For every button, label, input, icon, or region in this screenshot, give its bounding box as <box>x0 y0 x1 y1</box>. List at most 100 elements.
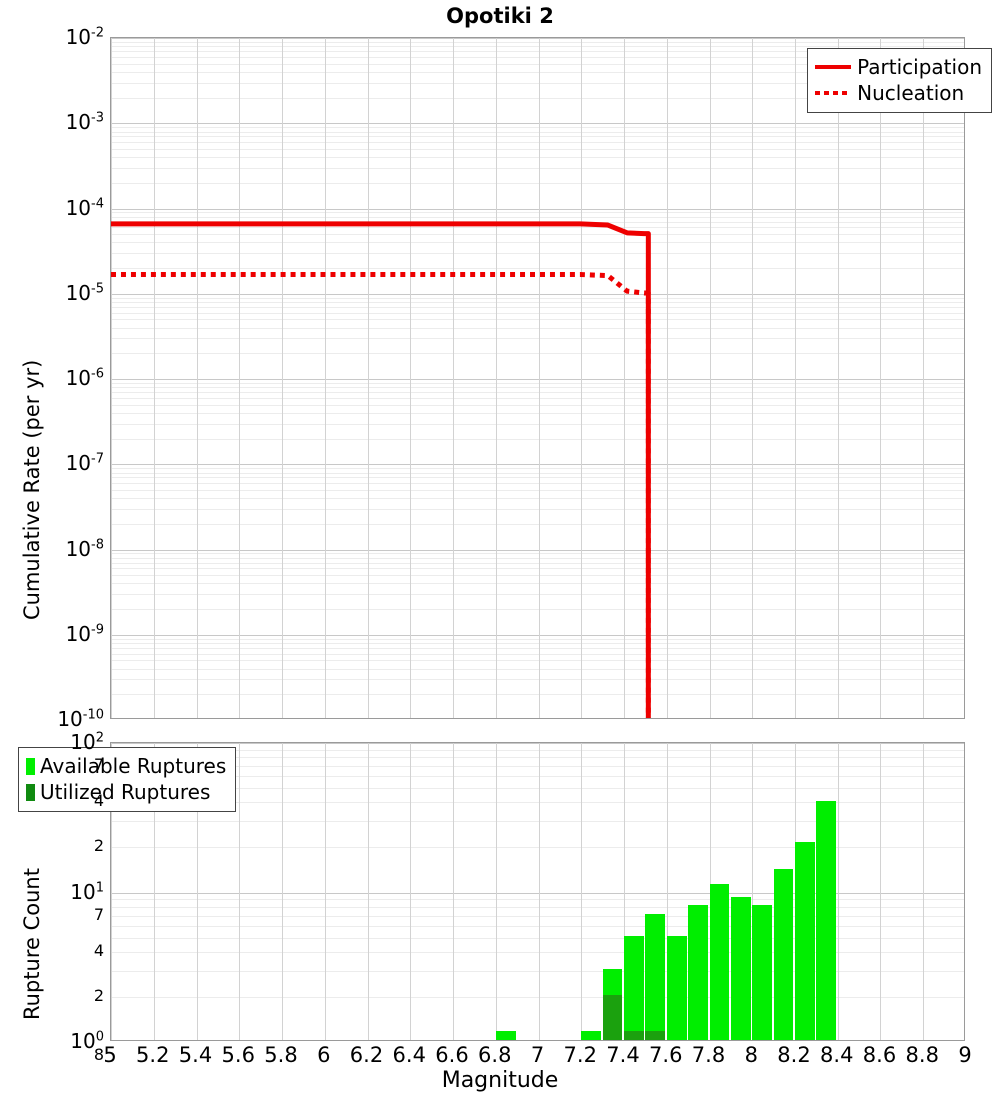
gridline-horizontal <box>111 302 964 303</box>
gridline-vertical <box>197 743 198 1040</box>
x-tick-label: 5.8 <box>264 1043 298 1067</box>
gridline-horizontal <box>111 558 964 559</box>
y-tick-label: 10-4 <box>65 195 104 220</box>
gridline-vertical <box>453 743 454 1040</box>
gridline-horizontal <box>111 42 964 43</box>
gridline-horizontal <box>111 168 964 169</box>
gridline-vertical <box>539 38 540 718</box>
x-tick-label: 7.8 <box>691 1043 726 1067</box>
gridline-horizontal <box>111 694 964 695</box>
y-tick-label: 10-10 <box>57 707 104 731</box>
y-tick-label: 10-2 <box>65 25 104 49</box>
gridline-horizontal <box>111 594 964 595</box>
y-tick-label: 102 <box>70 730 104 754</box>
legend-item[interactable]: Utilized Ruptures <box>26 779 226 805</box>
gridline-horizontal <box>111 553 964 554</box>
gridline-horizontal <box>111 64 964 65</box>
x-tick-label: 7.4 <box>606 1043 640 1067</box>
gridline-horizontal <box>111 490 964 491</box>
x-axis-ticks: 5 5.2 5.4 5.6 5.8 6 6.2 6.4 6.6 6.8 7 7.2 7.4 7.6 7.8 8… <box>0 1043 1000 1083</box>
bar-available <box>730 897 751 1040</box>
gridline-vertical <box>581 38 582 718</box>
y-tick-label: 2 <box>93 985 104 1005</box>
legend-item[interactable]: Available Ruptures <box>26 753 226 779</box>
gridline-horizontal <box>111 328 964 329</box>
y-tick-label: 101 <box>70 879 104 904</box>
bottom-y-ticks: 102 7 4 2 101 7 4 2 100 8 <box>0 730 104 1100</box>
gridline-horizontal <box>111 971 964 972</box>
gridline-horizontal <box>111 899 964 900</box>
gridline-horizontal <box>111 952 964 953</box>
y-tick-label: 4 <box>93 940 104 960</box>
y-tick-label: 10-6 <box>65 366 104 390</box>
gridline-horizontal <box>111 183 964 184</box>
gridline-horizontal <box>111 679 964 680</box>
gridline-horizontal <box>111 209 964 210</box>
gridline-horizontal <box>111 893 964 894</box>
legend-item[interactable]: Participation <box>815 54 982 80</box>
x-tick-label: 7.6 <box>649 1043 683 1067</box>
gridline-vertical <box>282 38 283 718</box>
legend-swatch-icon <box>26 757 35 775</box>
bar-available <box>795 842 815 1040</box>
gridline-vertical <box>111 38 112 718</box>
legend-item[interactable]: Nucleation <box>815 80 982 106</box>
gridline-vertical <box>410 38 411 718</box>
gridline-vertical <box>752 743 753 1040</box>
gridline-horizontal <box>111 635 964 636</box>
gridline-vertical <box>923 743 924 1040</box>
gridline-vertical <box>239 743 240 1040</box>
curve-nucleation <box>111 272 651 718</box>
gridline-horizontal <box>111 319 964 320</box>
x-tick-label: 8.2 <box>777 1043 811 1067</box>
bar-available <box>624 935 644 1040</box>
x-tick-label: 5.4 <box>178 1043 213 1067</box>
gridline-horizontal <box>111 413 964 414</box>
bar-available <box>645 913 666 1040</box>
gridline-horizontal <box>111 217 964 218</box>
gridline-horizontal <box>111 51 964 52</box>
bar-utilized <box>624 1031 644 1040</box>
gridline-horizontal <box>111 142 964 143</box>
x-tick-label: 7.2 <box>563 1043 597 1067</box>
x-tick-label: 6.2 <box>349 1043 384 1067</box>
gridline-horizontal <box>111 127 964 128</box>
gridline-horizontal <box>111 338 964 339</box>
gridline-horizontal <box>111 483 964 484</box>
gridline-vertical <box>838 38 839 718</box>
top-panel: Participation Nucleation <box>110 37 992 719</box>
x-tick-label: 5.6 <box>221 1043 255 1067</box>
y-tick-label: 7 <box>93 904 104 924</box>
bar-available <box>688 905 708 1040</box>
gridline-horizontal <box>111 123 964 124</box>
gridline-horizontal <box>111 660 964 661</box>
gridline-horizontal <box>111 583 964 584</box>
gridline-horizontal <box>111 383 964 384</box>
bottom-legend: Available Ruptures Utilized Ruptures <box>18 747 237 812</box>
gridline-vertical <box>838 743 839 1040</box>
gridline-horizontal <box>111 242 964 243</box>
x-tick-label: 8.6 <box>862 1043 897 1067</box>
gridline-vertical <box>880 38 881 718</box>
gridline-horizontal <box>111 83 964 84</box>
gridline-horizontal <box>111 268 964 269</box>
bar-utilized <box>602 995 623 1040</box>
gridline-vertical <box>624 38 625 718</box>
bar-available <box>773 868 794 1040</box>
y-tick-label: 10-5 <box>65 280 104 305</box>
bar-available <box>816 800 837 1040</box>
gridline-vertical <box>111 743 112 1040</box>
gridline-horizontal <box>111 313 964 314</box>
gridline-horizontal <box>111 643 964 644</box>
gridline-horizontal <box>111 439 964 440</box>
gridline-vertical <box>154 38 155 718</box>
gridline-horizontal <box>111 788 964 789</box>
gridline-horizontal <box>111 157 964 158</box>
x-tick-label: 8 <box>744 1043 758 1067</box>
gridline-horizontal <box>111 743 964 744</box>
bar-available <box>709 884 730 1040</box>
gridline-horizontal <box>111 938 964 939</box>
gridline-vertical <box>923 38 924 718</box>
gridline-vertical <box>496 743 497 1040</box>
page-title: Opotiki 2 <box>446 4 554 28</box>
